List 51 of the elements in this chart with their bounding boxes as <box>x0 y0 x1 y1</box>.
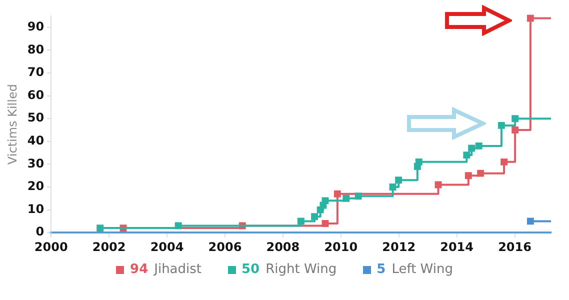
legend-label: Right Wing <box>266 262 337 277</box>
x-tick-label: 2012 <box>382 240 416 254</box>
y-tick-label: 10 <box>27 202 44 216</box>
x-tick-label: 2000 <box>34 240 68 254</box>
x-tick-label: 2010 <box>324 240 358 254</box>
point <box>512 126 519 134</box>
point <box>311 213 318 220</box>
point <box>415 158 422 166</box>
point <box>354 192 362 200</box>
x-tick-label: 2002 <box>92 240 126 254</box>
point <box>526 218 534 225</box>
legend-label: Jihadist <box>154 262 202 277</box>
x-tick-label: 2004 <box>150 240 184 254</box>
point <box>464 172 472 180</box>
point <box>322 197 329 204</box>
point <box>475 142 482 150</box>
y-tick-label: 20 <box>27 179 44 194</box>
point <box>463 152 470 159</box>
text: 94 <box>130 262 148 277</box>
y-tick-label: 30 <box>27 156 44 170</box>
legend-label: Left Wing <box>392 262 453 277</box>
y-tick-label: 60 <box>27 88 44 102</box>
point <box>512 115 519 122</box>
point <box>526 14 534 22</box>
y-tick-label: 70 <box>27 65 44 80</box>
y-tick-label: 0 <box>36 224 44 239</box>
y-tick-label: 40 <box>27 134 44 148</box>
x-tick-label: 2006 <box>208 240 242 254</box>
point <box>96 224 104 232</box>
y-axis-title: Victims Killed <box>5 84 20 165</box>
x-tick-label: 2014 <box>440 240 474 254</box>
point <box>477 170 484 177</box>
y-tick-label: 90 <box>27 20 44 34</box>
y-tick-label: 50 <box>27 110 44 125</box>
text: 5 <box>376 262 386 277</box>
x-tick-label: 2016 <box>498 240 532 254</box>
point <box>500 158 508 166</box>
point <box>342 194 350 202</box>
point <box>334 190 341 198</box>
y-tick-label: 80 <box>27 42 44 56</box>
point <box>395 176 402 184</box>
x-tick-label: 2008 <box>266 240 300 254</box>
point <box>316 206 324 214</box>
point <box>297 218 304 225</box>
point <box>322 220 329 227</box>
point <box>434 181 442 188</box>
point <box>468 144 476 152</box>
point <box>498 122 505 129</box>
point <box>174 222 182 230</box>
point <box>389 184 396 190</box>
text: 50 <box>242 262 260 277</box>
